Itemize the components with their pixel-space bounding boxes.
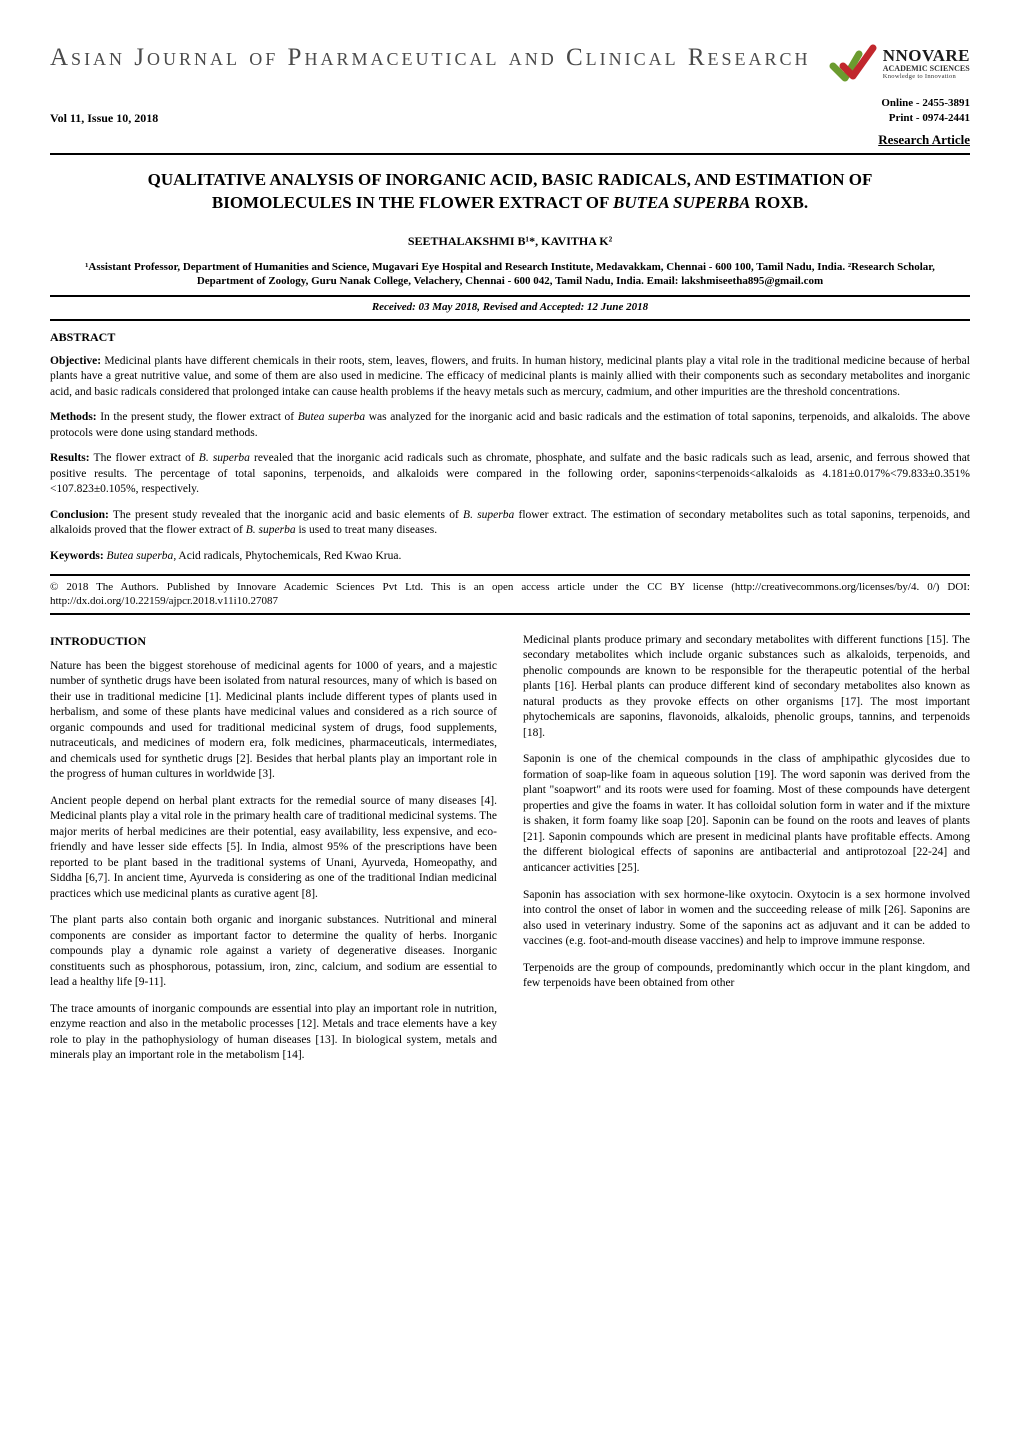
keywords-plant: Butea superba — [107, 550, 174, 562]
conclusion-post: is used to treat many diseases. — [296, 524, 437, 536]
body-para-1: Nature has been the biggest storehouse o… — [50, 659, 497, 783]
results-pre: The flower extract of — [90, 452, 199, 464]
body-para-2: Ancient people depend on herbal plant ex… — [50, 794, 497, 903]
article-title: QUALITATIVE ANALYSIS OF INORGANIC ACID, … — [50, 155, 970, 233]
volume-issue: Vol 11, Issue 10, 2018 — [50, 110, 158, 127]
body-para-5: Medicinal plants produce primary and sec… — [523, 633, 970, 742]
body-para-4: The trace amounts of inorganic compounds… — [50, 1002, 497, 1064]
tick-icon — [829, 40, 877, 88]
methods-plant: Butea superba — [298, 411, 365, 423]
methods-pre: In the present study, the flower extract… — [97, 411, 298, 423]
results-plant: B. superba — [199, 452, 250, 464]
authors: SEETHALAKSHMI B¹*, KAVITHA K² — [50, 233, 970, 250]
keywords-post: , Acid radicals, Phytochemicals, Red Kwa… — [173, 550, 401, 562]
keywords-label: Keywords: — [50, 550, 104, 562]
methods-label: Methods: — [50, 411, 97, 423]
body-para-8: Terpenoids are the group of compounds, p… — [523, 961, 970, 992]
objective-label: Objective: — [50, 355, 101, 367]
received-accepted-dates: Received: 03 May 2018, Revised and Accep… — [50, 295, 970, 320]
logo-text-top: NNOVARE — [883, 47, 970, 65]
abstract-methods: Methods: In the present study, the flowe… — [50, 410, 970, 441]
issn-online: Online - 2455-3891 — [881, 96, 970, 111]
body-para-3: The plant parts also contain both organi… — [50, 913, 497, 991]
issn-print: Print - 0974-2441 — [881, 111, 970, 126]
objective-text: Medicinal plants have different chemical… — [50, 355, 970, 398]
article-type: Research Article — [50, 131, 970, 149]
body-para-7: Saponin has association with sex hormone… — [523, 888, 970, 950]
abstract-objective: Objective: Medicinal plants have differe… — [50, 354, 970, 401]
journal-name: Asian Journal of Pharmaceutical and Clin… — [50, 40, 811, 75]
logo-tagline: Knowledge to Innovation — [883, 74, 970, 81]
introduction-heading: INTRODUCTION — [50, 633, 497, 650]
conclusion-pre: The present study revealed that the inor… — [109, 509, 463, 521]
keywords: Keywords: Butea superba, Acid radicals, … — [50, 549, 970, 565]
conclusion-plant1: B. superba — [463, 509, 514, 521]
affiliations: ¹Assistant Professor, Department of Huma… — [50, 260, 970, 290]
copyright: © 2018 The Authors. Published by Innovar… — [50, 574, 970, 615]
publisher-logo: NNOVARE ACADEMIC SCIENCES Knowledge to I… — [829, 40, 970, 88]
abstract-heading: ABSTRACT — [50, 329, 970, 346]
conclusion-label: Conclusion: — [50, 509, 109, 521]
results-label: Results: — [50, 452, 90, 464]
abstract-conclusion: Conclusion: The present study revealed t… — [50, 508, 970, 539]
body-para-6: Saponin is one of the chemical compounds… — [523, 752, 970, 876]
conclusion-plant2: B. superba — [246, 524, 296, 536]
abstract-results: Results: The flower extract of B. superb… — [50, 451, 970, 498]
